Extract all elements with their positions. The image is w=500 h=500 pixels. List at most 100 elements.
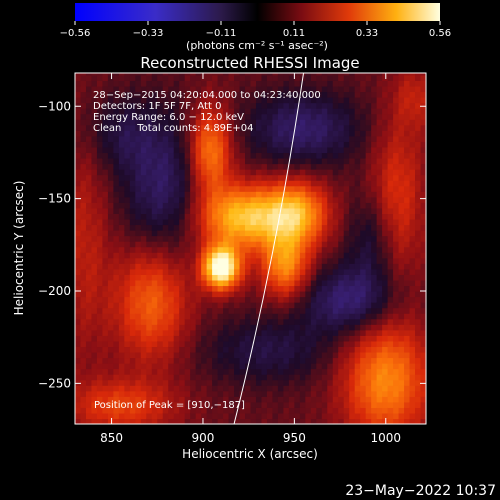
heatmap-cell xyxy=(190,218,197,226)
heatmap-cell xyxy=(239,279,246,287)
heatmap-cell xyxy=(360,218,367,226)
heatmap-cell xyxy=(409,141,416,148)
heatmap-cell xyxy=(223,285,230,292)
heatmap-cell xyxy=(124,152,131,159)
heatmap-cell xyxy=(305,274,312,281)
heatmap-cell xyxy=(179,290,186,298)
heatmap-cell xyxy=(371,246,378,253)
heatmap-cell xyxy=(299,385,306,392)
heatmap-cell xyxy=(179,146,186,154)
heatmap-cell xyxy=(75,108,82,115)
heatmap-cell xyxy=(168,202,175,209)
heatmap-cell xyxy=(371,418,378,424)
heatmap-cell xyxy=(118,257,125,264)
heatmap-cell xyxy=(124,363,131,370)
heatmap-cell xyxy=(135,296,142,303)
heatmap-cell xyxy=(239,268,246,275)
heatmap-cell xyxy=(113,307,120,314)
heatmap-cell xyxy=(239,218,246,226)
heatmap-cell xyxy=(255,191,263,198)
heatmap-cell xyxy=(179,363,186,370)
heatmap-cell xyxy=(239,329,246,336)
heatmap-cell xyxy=(201,218,208,226)
heatmap-cell xyxy=(409,385,416,392)
heatmap-cell xyxy=(321,108,328,115)
heatmap-cell xyxy=(310,218,317,226)
heatmap-cell xyxy=(420,180,426,187)
heatmap-cell xyxy=(338,241,345,248)
heatmap-cell xyxy=(255,146,263,154)
heatmap-cell xyxy=(404,263,411,270)
heatmap-cell xyxy=(266,74,274,81)
heatmap-cell xyxy=(234,157,241,165)
heatmap-cell xyxy=(173,180,180,187)
heatmap-cell xyxy=(371,230,378,237)
heatmap-cell xyxy=(75,74,82,81)
heatmap-cell xyxy=(288,412,295,420)
heatmap-cell xyxy=(151,108,158,115)
heatmap-cell xyxy=(113,73,120,76)
heatmap-cell xyxy=(398,252,405,259)
heatmap-cell xyxy=(420,74,426,81)
heatmap-cell xyxy=(85,246,93,253)
heatmap-cell xyxy=(140,235,147,242)
heatmap-cell xyxy=(228,241,235,248)
heatmap-cell xyxy=(404,74,411,81)
heatmap-cell xyxy=(305,102,312,109)
heatmap-cell xyxy=(195,185,202,192)
heatmap-cell xyxy=(266,296,274,303)
heatmap-cell xyxy=(190,296,197,303)
heatmap-cell xyxy=(179,252,186,259)
heatmap-cell xyxy=(261,307,268,314)
heatmap-cell xyxy=(212,130,219,137)
heatmap-cell xyxy=(393,290,400,298)
heatmap-cell xyxy=(316,196,323,203)
heatmap-cell xyxy=(140,385,147,392)
heatmap-cell xyxy=(162,146,169,154)
heatmap-cell xyxy=(102,418,109,424)
heatmap-cell xyxy=(332,285,339,292)
heatmap-cell xyxy=(91,290,98,298)
heatmap-cell xyxy=(168,279,175,287)
heatmap-cell xyxy=(80,257,87,264)
heatmap-cell xyxy=(316,351,323,359)
heatmap-cell xyxy=(338,396,345,403)
heatmap-cell xyxy=(212,74,219,81)
heatmap-cell xyxy=(321,73,328,76)
heatmap-cell xyxy=(409,279,416,287)
heatmap-cell xyxy=(305,185,312,192)
heatmap-cell xyxy=(206,257,213,264)
heatmap-cell xyxy=(234,135,241,142)
heatmap-cell xyxy=(415,257,422,264)
heatmap-cell xyxy=(294,146,301,154)
heatmap-cell xyxy=(305,263,312,270)
heatmap-cell xyxy=(255,141,263,148)
heatmap-cell xyxy=(195,318,202,325)
heatmap-cell xyxy=(113,246,120,253)
heatmap-cell xyxy=(107,335,114,342)
heatmap-cell xyxy=(299,80,306,87)
heatmap-cell xyxy=(393,246,400,253)
heatmap-cell xyxy=(283,335,290,342)
heatmap-cell xyxy=(228,313,235,320)
heatmap-cell xyxy=(206,157,213,165)
heatmap-cell xyxy=(107,396,114,403)
heatmap-cell xyxy=(299,97,306,104)
heatmap-cell xyxy=(398,152,405,159)
heatmap-cell xyxy=(173,340,180,348)
heatmap-cell xyxy=(239,340,246,348)
heatmap-cell xyxy=(343,102,350,109)
heatmap-cell xyxy=(184,213,191,220)
heatmap-cell xyxy=(190,85,197,93)
heatmap-cell xyxy=(107,363,114,370)
heatmap-cell xyxy=(140,401,147,408)
heatmap-cell xyxy=(239,135,246,142)
heatmap-cell xyxy=(217,307,224,314)
heatmap-cell xyxy=(398,91,405,98)
heatmap-cell xyxy=(299,113,306,120)
heatmap-cell xyxy=(354,174,361,181)
heatmap-cell xyxy=(321,351,328,359)
heatmap-cell xyxy=(234,119,241,126)
heatmap-cell xyxy=(387,285,394,292)
heatmap-cell xyxy=(206,390,213,397)
